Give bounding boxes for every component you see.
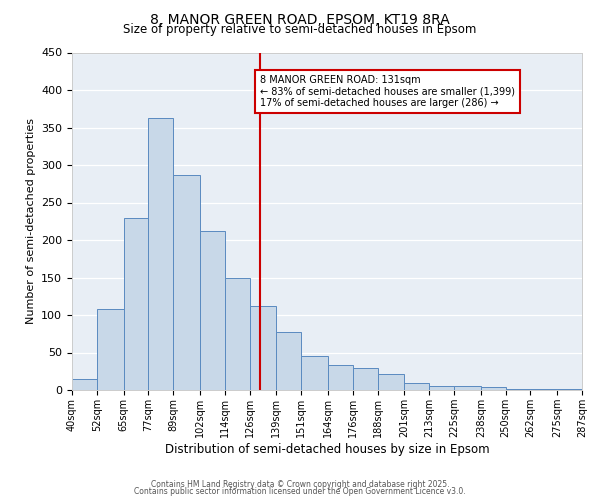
Bar <box>377 374 404 390</box>
X-axis label: Distribution of semi-detached houses by size in Epsom: Distribution of semi-detached houses by … <box>164 442 490 456</box>
Bar <box>454 386 481 390</box>
Bar <box>404 382 429 390</box>
Bar <box>506 389 530 390</box>
Text: Contains public sector information licensed under the Open Government Licence v3: Contains public sector information licen… <box>134 487 466 496</box>
Bar <box>481 387 506 390</box>
Text: 8, MANOR GREEN ROAD, EPSOM, KT19 8RA: 8, MANOR GREEN ROAD, EPSOM, KT19 8RA <box>150 12 450 26</box>
Text: Contains HM Land Registry data © Crown copyright and database right 2025.: Contains HM Land Registry data © Crown c… <box>151 480 449 489</box>
Y-axis label: Number of semi-detached properties: Number of semi-detached properties <box>26 118 35 324</box>
Bar <box>353 368 377 390</box>
Bar <box>301 356 328 390</box>
Text: 8 MANOR GREEN ROAD: 131sqm
← 83% of semi-detached houses are smaller (1,399)
17%: 8 MANOR GREEN ROAD: 131sqm ← 83% of semi… <box>260 75 515 108</box>
Bar <box>429 386 454 390</box>
Bar <box>530 389 557 390</box>
Bar <box>328 364 353 390</box>
Bar <box>557 388 582 390</box>
Text: Size of property relative to semi-detached houses in Epsom: Size of property relative to semi-detach… <box>124 22 476 36</box>
Bar <box>200 231 225 390</box>
Bar <box>97 309 124 390</box>
Bar <box>277 332 301 390</box>
Bar <box>72 379 97 390</box>
Bar <box>124 218 148 390</box>
Bar <box>225 278 250 390</box>
Bar <box>173 175 200 390</box>
Bar <box>250 306 277 390</box>
Bar <box>148 118 173 390</box>
